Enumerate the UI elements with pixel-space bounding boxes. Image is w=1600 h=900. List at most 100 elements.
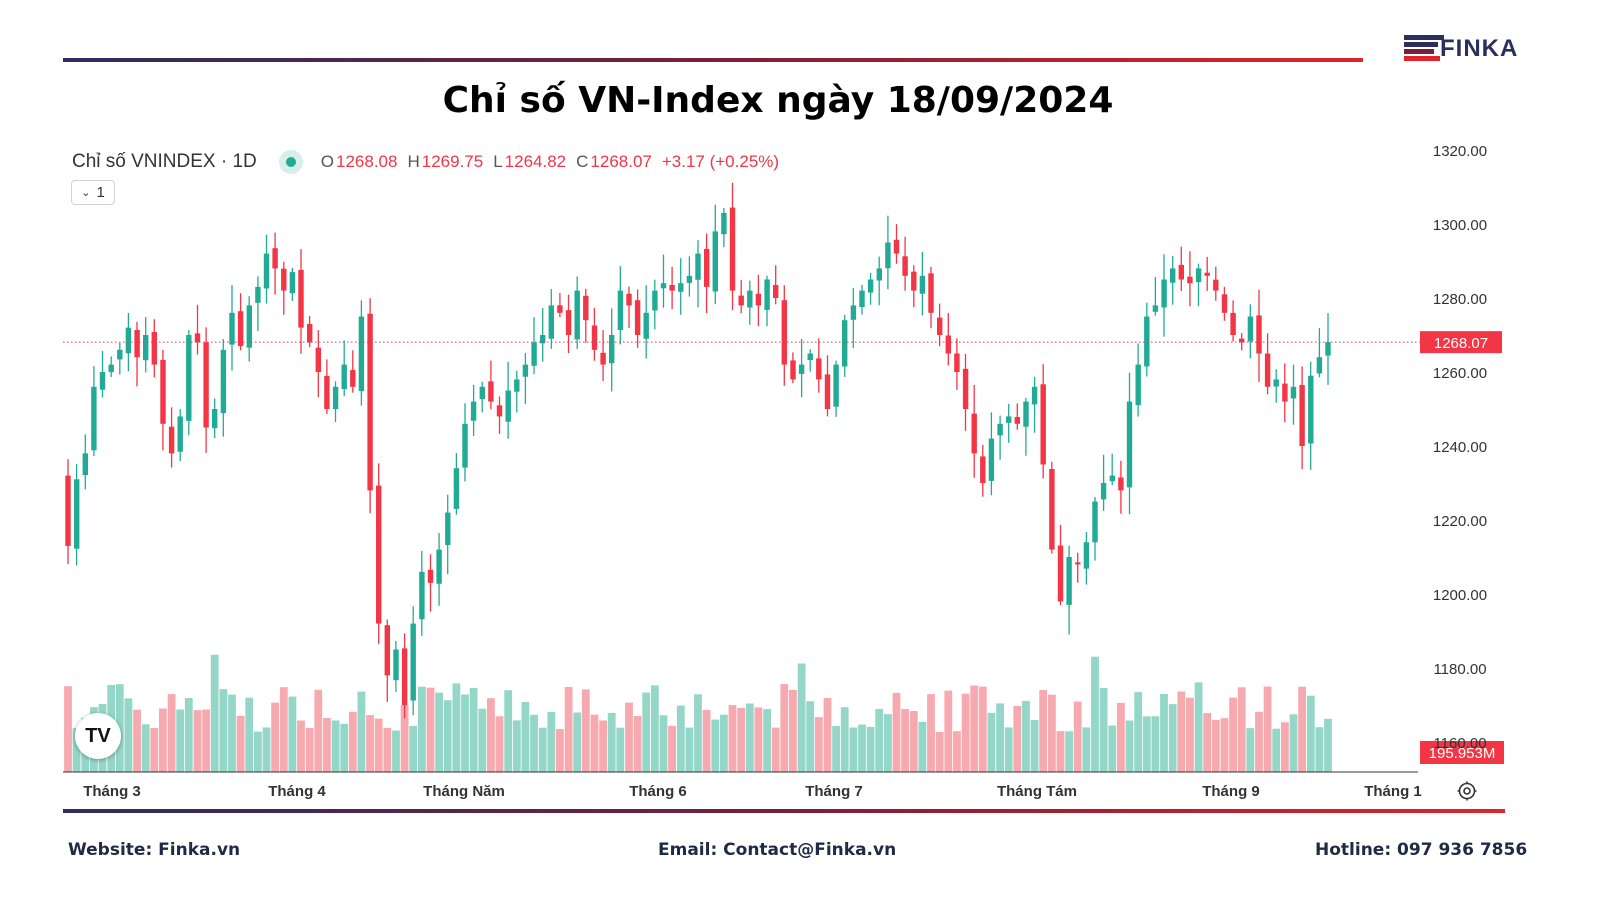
volume-bar bbox=[599, 720, 607, 772]
candle-body bbox=[255, 286, 261, 303]
footer-website[interactable]: Website: Finka.vn bbox=[68, 840, 241, 860]
volume-bar bbox=[1281, 722, 1289, 772]
candle-body bbox=[315, 347, 321, 372]
candle-body bbox=[1135, 364, 1141, 406]
candle-body bbox=[108, 364, 114, 373]
candle-body bbox=[505, 390, 511, 422]
candle-body bbox=[997, 423, 1003, 436]
candle-body bbox=[824, 374, 831, 409]
x-tick-label: Tháng 1 bbox=[1364, 783, 1422, 800]
candlestick-chart[interactable]: 1268.07 195.953M 1320.00 1300.00 1280.00 126… bbox=[0, 0, 1600, 810]
candle-body bbox=[954, 353, 960, 372]
volume-bar bbox=[331, 720, 340, 772]
volume-bar bbox=[581, 689, 590, 772]
candle-body bbox=[574, 290, 580, 340]
candle-body bbox=[522, 364, 529, 377]
candle-body bbox=[626, 293, 632, 306]
candle-body bbox=[1014, 417, 1020, 424]
candle-body bbox=[263, 253, 270, 289]
settings-gear-icon[interactable] bbox=[1456, 780, 1478, 802]
candle-body bbox=[928, 273, 934, 313]
volume-bar bbox=[607, 712, 616, 772]
candle-body bbox=[1221, 294, 1228, 313]
candle-body bbox=[859, 290, 865, 307]
volume-bar bbox=[228, 694, 236, 772]
market-status-icon bbox=[278, 150, 303, 174]
candle-body bbox=[652, 290, 658, 311]
finka-logo: FINKA bbox=[1404, 34, 1518, 64]
candle-body bbox=[212, 409, 218, 429]
volume-bar bbox=[866, 726, 875, 772]
volume-bar bbox=[676, 705, 685, 772]
chart-legend: Chỉ số VNINDEX · 1D O 1268.08 H 1269.75 … bbox=[72, 150, 779, 174]
candle-body bbox=[937, 317, 943, 335]
volume-bar bbox=[1134, 692, 1143, 772]
candle-body bbox=[134, 330, 140, 358]
candle-body bbox=[902, 256, 908, 276]
tradingview-logo[interactable]: TV bbox=[75, 713, 121, 759]
change-value: +3.17 (+0.25%) bbox=[661, 152, 780, 171]
last-volume-label: 195.953M bbox=[1429, 745, 1496, 762]
candle-body bbox=[1282, 383, 1288, 402]
volume-bar bbox=[1263, 686, 1272, 772]
candle-body bbox=[1195, 268, 1202, 283]
footer-email[interactable]: Email: Contact@Finka.vn bbox=[658, 840, 897, 860]
volume-bar bbox=[236, 715, 245, 772]
volume-bar bbox=[314, 689, 323, 772]
footer-hotline[interactable]: Hotline: 097 936 7856 bbox=[1315, 840, 1528, 860]
candle-body bbox=[393, 649, 399, 681]
volume-layer bbox=[64, 654, 1332, 772]
x-tick-label: Tháng 3 bbox=[83, 783, 141, 800]
candle-body bbox=[833, 364, 839, 407]
candle-body bbox=[565, 310, 572, 335]
volume-bar bbox=[780, 684, 789, 772]
volume-bar bbox=[1220, 718, 1229, 772]
volume-bar bbox=[271, 702, 279, 772]
candle-body bbox=[341, 364, 347, 390]
candle-body bbox=[548, 305, 554, 339]
volume-bar bbox=[797, 663, 806, 772]
y-tick-label: 1280.00 bbox=[1433, 291, 1487, 308]
volume-bar bbox=[1237, 687, 1246, 772]
volume-bar bbox=[763, 709, 771, 772]
volume-bar bbox=[426, 687, 435, 772]
candle-body bbox=[246, 305, 252, 348]
volume-bar bbox=[323, 718, 331, 772]
candle-body bbox=[125, 327, 132, 354]
candle-body bbox=[307, 323, 313, 343]
candle-body bbox=[695, 253, 701, 280]
volume-bar bbox=[1091, 656, 1099, 772]
candle-body bbox=[1049, 469, 1055, 550]
legend-collapse-button[interactable]: ⌄ 1 bbox=[71, 180, 115, 205]
volume-bar bbox=[970, 685, 979, 772]
candle-body bbox=[324, 375, 330, 409]
volume-bar bbox=[1099, 687, 1108, 772]
candle-body bbox=[617, 290, 624, 330]
volume-bar bbox=[633, 716, 642, 772]
symbol-label[interactable]: Chỉ số VNINDEX · 1D bbox=[72, 151, 257, 172]
volume-bar bbox=[133, 709, 141, 772]
candle-body bbox=[980, 456, 986, 483]
candle-body bbox=[876, 268, 882, 281]
volume-bar bbox=[901, 709, 909, 772]
x-tick-label: Tháng 6 bbox=[629, 783, 687, 800]
candle-body bbox=[842, 320, 848, 367]
candle-body bbox=[988, 438, 995, 481]
last-price-tag bbox=[1420, 331, 1502, 354]
candle-body bbox=[160, 359, 166, 424]
candle-body bbox=[1100, 483, 1107, 500]
x-tick-label: Tháng Năm bbox=[423, 783, 505, 800]
candle-body bbox=[1204, 272, 1210, 276]
candle-body bbox=[1092, 501, 1098, 543]
volume-bar bbox=[590, 714, 599, 772]
chevron-down-icon: ⌄ bbox=[81, 187, 91, 199]
volume-bar bbox=[1073, 701, 1082, 772]
high-label: H bbox=[407, 152, 420, 171]
volume-bar bbox=[1117, 702, 1125, 772]
volume-bar bbox=[305, 727, 314, 772]
candle-body bbox=[91, 386, 97, 451]
volume-bar bbox=[745, 703, 754, 772]
volume-bar bbox=[167, 694, 176, 772]
volume-bar bbox=[141, 724, 150, 772]
finka-logo-mark-icon bbox=[1404, 35, 1444, 63]
